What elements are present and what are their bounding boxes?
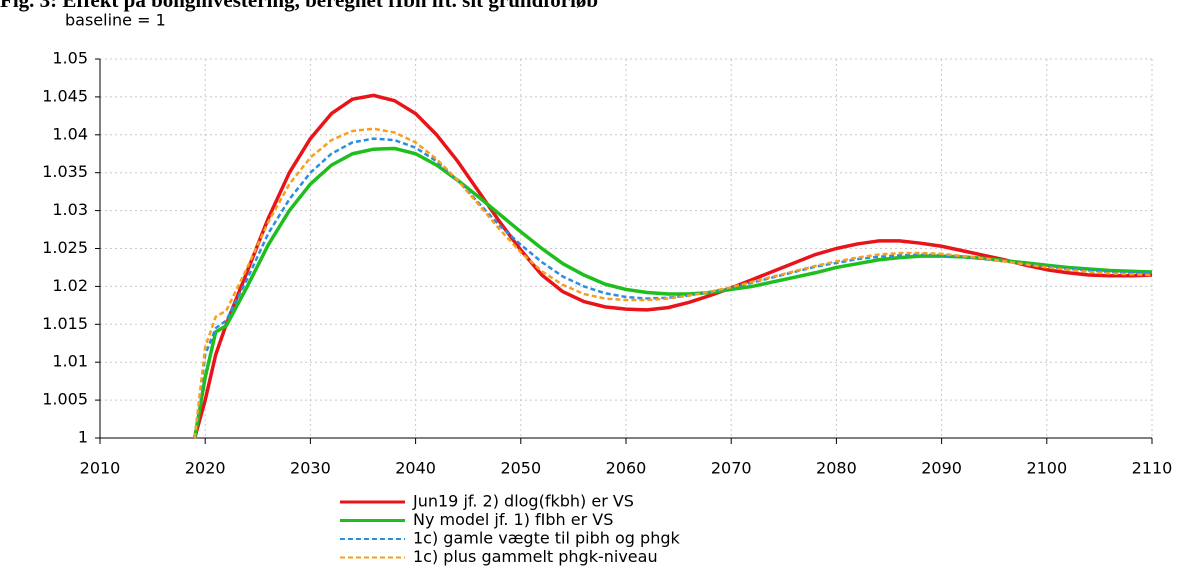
x-tick-label: 2090 [921,459,962,478]
x-tick-label: 2040 [395,459,436,478]
x-tick-label: 2070 [711,459,752,478]
chart-title: Fig. 3: Effekt på boliginvestering, bere… [0,0,598,12]
y-tick-label: 1.045 [42,86,88,105]
y-tick-label: 1.01 [52,352,88,371]
y-tick-label: 1.035 [42,162,88,181]
y-tick-label: 1.02 [52,276,88,295]
legend-label: Jun19 jf. 2) dlog(fkbh) er VS [412,492,634,511]
x-tick-label: 2060 [606,459,647,478]
x-tick-label: 2020 [185,459,226,478]
series-line [193,137,1153,439]
y-tick-label: 1 [78,428,88,447]
x-tick-label: 2030 [290,459,331,478]
series-line [192,146,1153,439]
y-tick-label: 1.04 [52,124,88,143]
x-tick-label: 2110 [1132,459,1173,478]
series-line [193,127,1153,439]
y-tick-label: 1.025 [42,238,88,257]
y-tick-label: 1.05 [52,49,88,68]
legend-label: 1c) plus gammelt phgk-niveau [413,547,658,566]
x-tick-label: 2010 [80,459,121,478]
x-tick-label: 2080 [816,459,857,478]
y-tick-label: 1.005 [42,390,88,409]
y-tick-label: 1.03 [52,200,88,219]
chart-subtitle: baseline = 1 [65,11,166,30]
x-tick-label: 2050 [500,459,541,478]
legend-label: 1c) gamle vægte til pibh og phgk [413,529,680,548]
legend-label: Ny model jf. 1) fIbh er VS [413,510,613,529]
series-line [192,93,1153,439]
x-tick-label: 2100 [1026,459,1067,478]
y-tick-label: 1.015 [42,314,88,333]
